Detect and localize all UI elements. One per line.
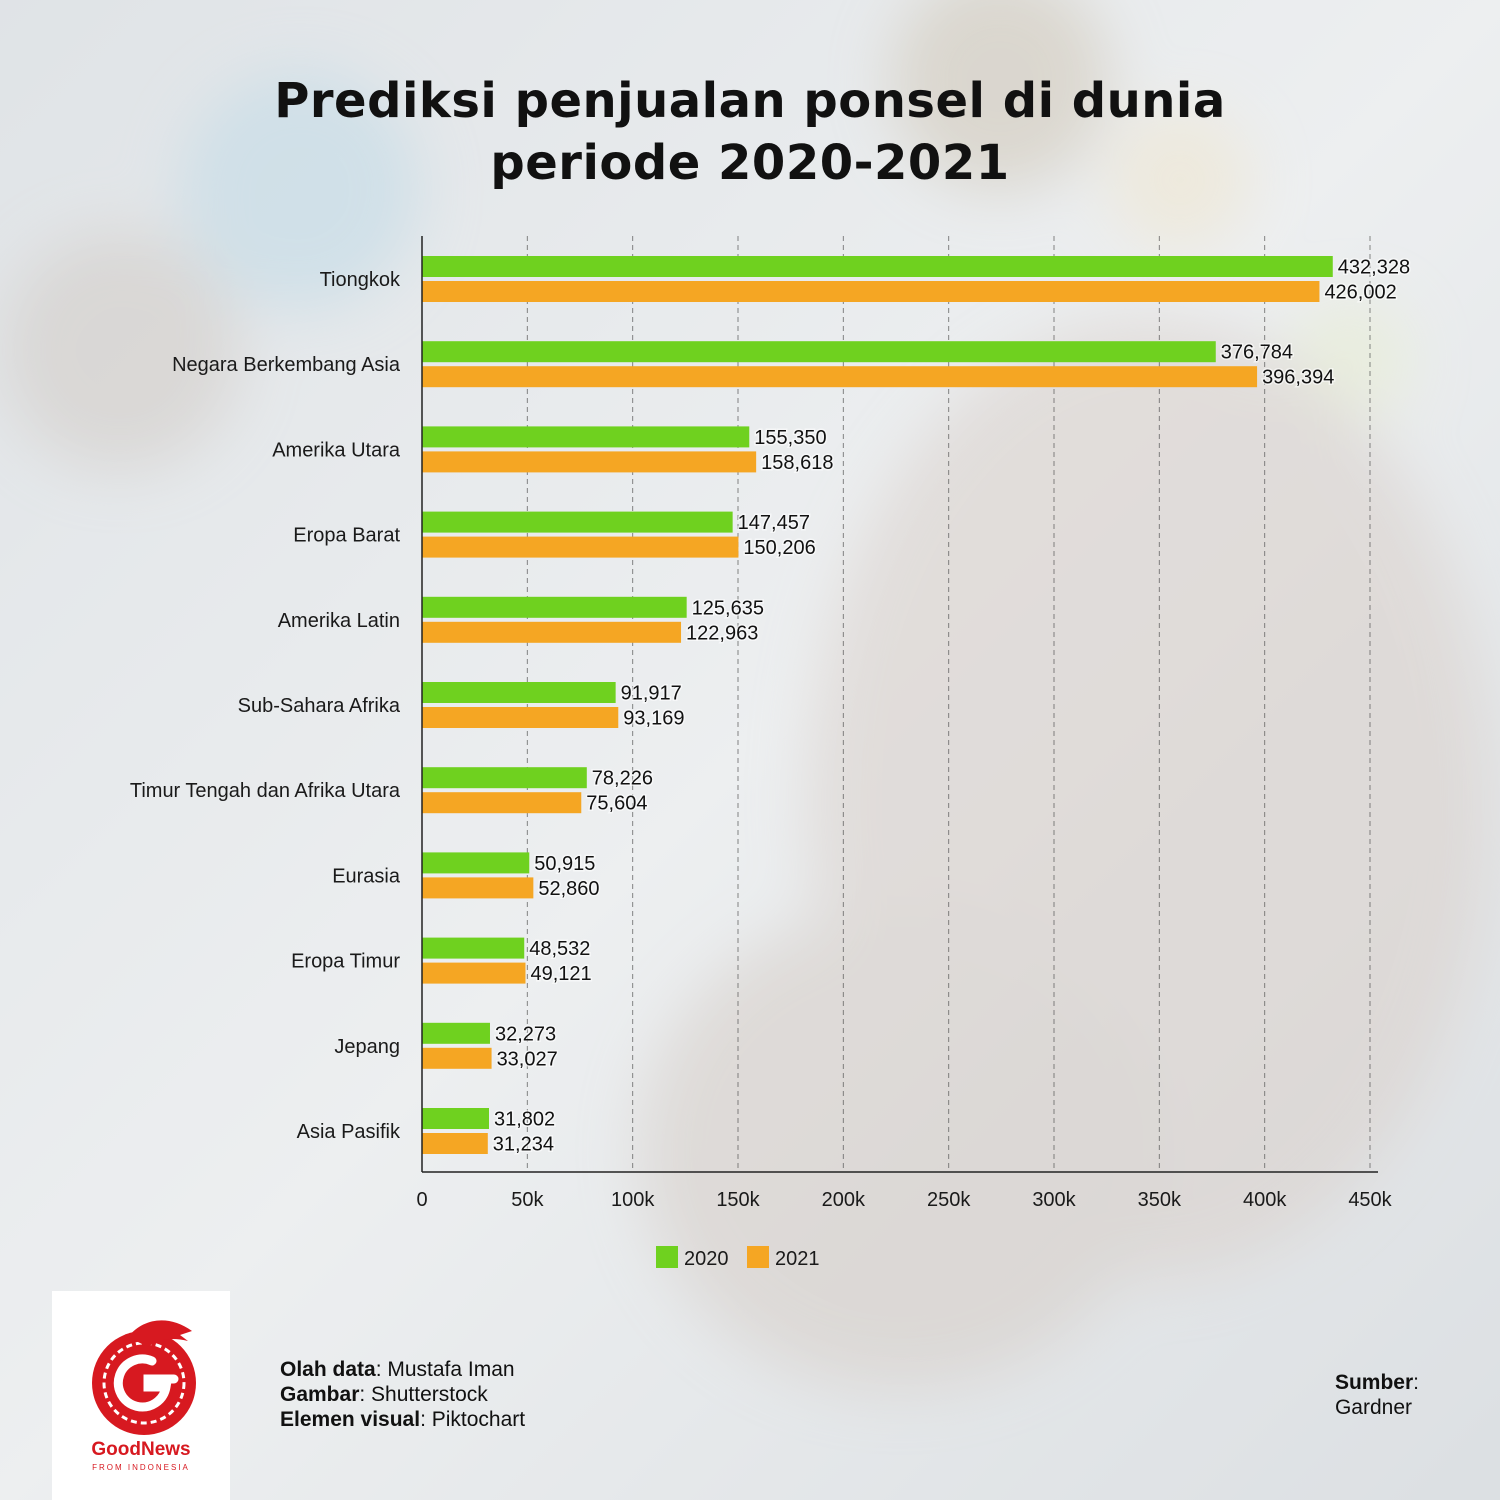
x-tick-label: 0 [416, 1189, 427, 1211]
chart-title-line-2: periode 2020-2021 [490, 135, 1010, 191]
x-tick-label: 150k [716, 1189, 760, 1211]
value-label-2020: 147,457 [738, 512, 810, 534]
bar-2020 [422, 426, 750, 448]
credit-row: Elemen visual: Piktochart [280, 1408, 526, 1431]
x-tick-label: 400k [1243, 1189, 1287, 1211]
bar-2020 [422, 852, 530, 874]
category-label: Sub-Sahara Afrika [238, 695, 401, 717]
bar-2021 [422, 281, 1320, 302]
chart-title-line-1: Prediksi penjualan ponsel di dunia [274, 73, 1226, 129]
category-label: Eropa Timur [291, 951, 400, 973]
bar-2020 [422, 682, 616, 703]
value-label-2021: 150,206 [743, 537, 815, 559]
x-tick-label: 450k [1348, 1189, 1392, 1211]
value-label-2021: 75,604 [586, 793, 647, 815]
value-label-2020: 376,784 [1221, 342, 1293, 364]
value-label-2021: 122,963 [686, 622, 758, 644]
value-label-2021: 49,121 [530, 963, 591, 985]
credit-value: Piktochart [431, 1408, 526, 1431]
garuda-emblem-icon [92, 1320, 196, 1435]
labels: 0 50k 100k 150k 200k 250k 300k 350k 400k 450k Tion… [130, 255, 1412, 1211]
bar-2020 [422, 256, 1333, 277]
value-label-2021: 31,234 [493, 1134, 554, 1156]
bar-2021 [422, 877, 534, 899]
x-tick-label: 300k [1032, 1189, 1076, 1211]
legend-label-2020: 2020 [684, 1248, 729, 1270]
value-label-2020: 125,635 [692, 597, 764, 619]
value-label-2020: 78,226 [592, 768, 653, 790]
bar-2020 [422, 341, 1216, 363]
bar-2021 [422, 962, 526, 984]
grid-lines [526, 236, 1371, 1172]
bar-2020 [422, 511, 733, 533]
source-block: Sumber: Gardner [1334, 1371, 1419, 1419]
value-label-2020: 48,532 [529, 938, 590, 960]
credit-value: Mustafa Iman [387, 1358, 515, 1381]
source-value: Gardner [1334, 1396, 1413, 1419]
credit-key: Gambar [280, 1383, 360, 1406]
goodnews-logo: GoodNews FROM INDONESIA [52, 1291, 230, 1500]
source-key: Sumber [1334, 1371, 1414, 1394]
category-label: Amerika Utara [272, 439, 401, 461]
bar-2021 [422, 792, 582, 814]
bar-2021 [422, 536, 739, 558]
x-tick-label: 100k [611, 1189, 655, 1211]
credits-block: Olah data: Mustafa Iman Gambar: Shutters… [280, 1357, 525, 1432]
category-label: Eurasia [332, 865, 401, 887]
category-label: Eropa Barat [293, 525, 400, 547]
value-label-2020: 432,328 [1338, 257, 1410, 279]
bar-2021 [422, 1133, 488, 1154]
category-label: Negara Berkembang Asia [172, 354, 401, 376]
logo-name: GoodNews [91, 1439, 191, 1460]
chart-title: Prediksi penjualan ponsel di dunia perio… [0, 70, 1500, 194]
value-label-2020: 31,802 [494, 1109, 555, 1131]
value-label-2021: 396,394 [1262, 367, 1334, 389]
value-label-2021: 426,002 [1324, 282, 1396, 304]
legend-label-2021: 2021 [775, 1248, 820, 1270]
category-label: Jepang [334, 1036, 400, 1058]
bar-2021 [422, 451, 757, 473]
value-label-2021: 93,169 [623, 708, 684, 730]
x-tick-label: 350k [1138, 1189, 1182, 1211]
bars [422, 256, 1333, 1154]
value-label-2021: 33,027 [497, 1048, 558, 1070]
bar-2021 [422, 621, 682, 643]
credit-key: Elemen visual [280, 1408, 421, 1431]
axes [421, 236, 1378, 1173]
value-label-2020: 155,350 [754, 427, 826, 449]
credit-row: Olah data: Mustafa Iman [280, 1358, 515, 1381]
value-label-2020: 32,273 [495, 1023, 556, 1045]
value-label-2020: 50,915 [534, 853, 595, 875]
credit-row: Gambar: Shutterstock [280, 1383, 488, 1406]
logo-subtitle: FROM INDONESIA [92, 1463, 190, 1472]
bar-2021 [422, 1047, 492, 1069]
value-label-2020: 91,917 [621, 683, 682, 705]
legend: 2020 2021 [656, 1246, 820, 1270]
value-label-2021: 52,860 [538, 878, 599, 900]
x-tick-label: 250k [927, 1189, 971, 1211]
legend-swatch-2021 [747, 1246, 769, 1268]
category-label: Tiongkok [320, 269, 401, 291]
bar-2020 [422, 1022, 490, 1044]
legend-swatch-2020 [656, 1246, 678, 1268]
bar-2020 [422, 937, 525, 959]
x-tick-label: 200k [822, 1189, 866, 1211]
category-label: Amerika Latin [278, 610, 400, 632]
value-label-2021: 158,618 [761, 452, 833, 474]
credit-key: Olah data [280, 1358, 376, 1381]
bar-2021 [422, 366, 1258, 388]
category-label: Asia Pasifik [297, 1121, 401, 1143]
bar-2020 [422, 596, 687, 618]
x-tick-label: 50k [511, 1189, 544, 1211]
credit-value: Shutterstock [371, 1383, 488, 1406]
bar-2020 [422, 1108, 489, 1129]
bar-2020 [422, 767, 587, 789]
category-label: Timur Tengah dan Afrika Utara [130, 780, 401, 802]
bar-2021 [422, 707, 619, 728]
